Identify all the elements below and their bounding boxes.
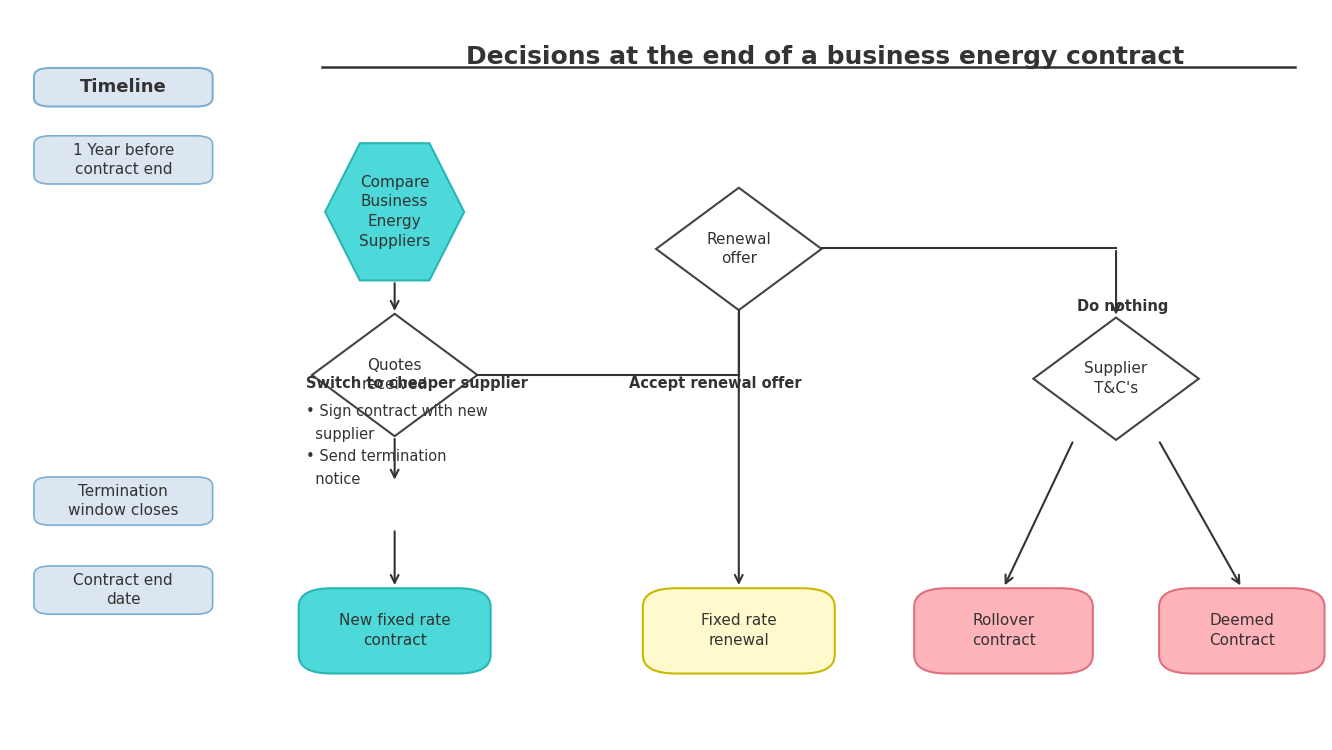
Text: 1 Year before
contract end: 1 Year before contract end xyxy=(73,142,174,177)
FancyBboxPatch shape xyxy=(914,588,1092,674)
Text: Contract end
date: Contract end date xyxy=(73,573,173,608)
Polygon shape xyxy=(312,314,477,436)
Polygon shape xyxy=(325,143,464,280)
Text: New fixed rate
contract: New fixed rate contract xyxy=(338,614,450,648)
Text: Decisions at the end of a business energy contract: Decisions at the end of a business energ… xyxy=(466,45,1184,69)
Text: Quotes
received: Quotes received xyxy=(362,358,428,392)
FancyBboxPatch shape xyxy=(33,68,213,106)
FancyBboxPatch shape xyxy=(33,136,213,184)
Text: Supplier
T&C's: Supplier T&C's xyxy=(1084,362,1148,396)
Polygon shape xyxy=(657,188,822,310)
Text: Accept renewal offer: Accept renewal offer xyxy=(629,376,802,392)
FancyBboxPatch shape xyxy=(33,566,213,614)
FancyBboxPatch shape xyxy=(33,477,213,525)
Text: Fixed rate
renewal: Fixed rate renewal xyxy=(701,614,777,648)
Text: Rollover
contract: Rollover contract xyxy=(971,614,1035,648)
Text: Termination
window closes: Termination window closes xyxy=(68,484,178,518)
FancyBboxPatch shape xyxy=(1159,588,1324,674)
Polygon shape xyxy=(1034,317,1199,440)
Text: • Sign contract with new
  supplier
• Send termination
  notice: • Sign contract with new supplier • Send… xyxy=(306,404,488,488)
Text: Switch to cheaper supplier: Switch to cheaper supplier xyxy=(306,376,527,392)
Text: Timeline: Timeline xyxy=(80,78,166,96)
Text: Deemed
Contract: Deemed Contract xyxy=(1209,614,1275,648)
Text: Compare
Business
Energy
Suppliers: Compare Business Energy Suppliers xyxy=(360,175,430,249)
FancyBboxPatch shape xyxy=(643,588,835,674)
FancyBboxPatch shape xyxy=(298,588,490,674)
Text: Do nothing: Do nothing xyxy=(1078,299,1168,314)
Text: Renewal
offer: Renewal offer xyxy=(706,232,771,266)
